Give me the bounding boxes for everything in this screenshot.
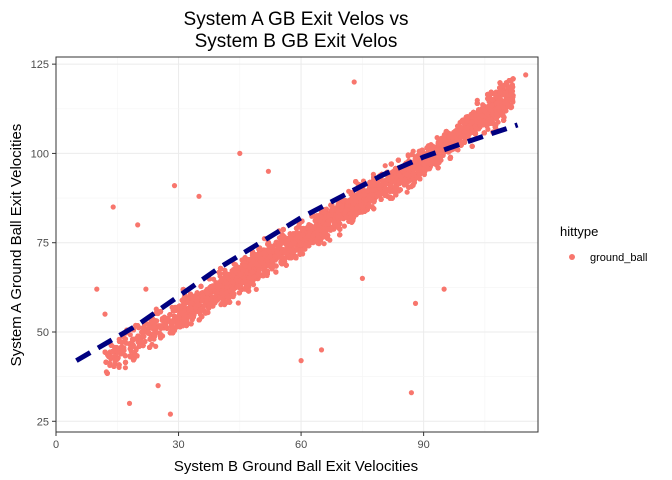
- data-point: [235, 300, 241, 306]
- data-point: [341, 223, 347, 229]
- data-point: [321, 241, 327, 247]
- data-point: [123, 340, 129, 346]
- data-point: [127, 332, 133, 338]
- chart-title-line-1: System A GB Exit Velos vs: [184, 9, 409, 30]
- chart-title-line-2: System B GB Exit Velos: [195, 31, 398, 52]
- data-points: [94, 72, 529, 417]
- data-point: [253, 286, 259, 292]
- data-point: [404, 189, 410, 195]
- data-point: [153, 306, 159, 312]
- data-point: [153, 343, 159, 349]
- data-point: [382, 163, 388, 169]
- data-point: [133, 347, 139, 353]
- data-point: [405, 152, 411, 158]
- plot-panel: [55, 56, 539, 433]
